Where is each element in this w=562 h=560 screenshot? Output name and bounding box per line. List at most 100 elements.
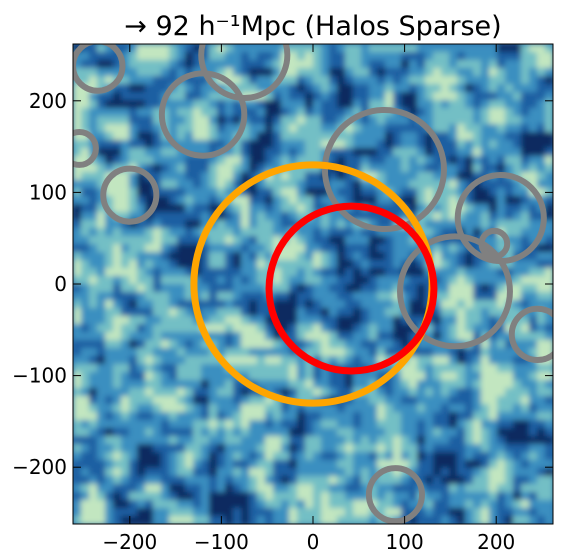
heatmap-cell xyxy=(465,260,474,269)
heatmap-cell xyxy=(257,148,266,157)
heatmap-cell xyxy=(281,276,290,285)
heatmap-cell xyxy=(161,436,170,445)
heatmap-cell xyxy=(73,356,82,365)
heatmap-cell xyxy=(193,484,202,493)
heatmap-cell xyxy=(289,484,298,493)
heatmap-cell xyxy=(433,308,442,317)
heatmap-cell xyxy=(449,204,458,213)
heatmap-cell xyxy=(353,212,362,221)
heatmap-cell xyxy=(313,124,322,133)
heatmap-cell xyxy=(281,380,290,389)
heatmap-cell xyxy=(233,308,242,317)
heatmap-cell xyxy=(289,380,298,389)
heatmap-cell xyxy=(113,108,122,117)
heatmap-cell xyxy=(337,452,346,461)
heatmap-cell xyxy=(313,460,322,469)
heatmap-cell xyxy=(369,172,378,181)
heatmap-cell xyxy=(449,140,458,149)
heatmap-cell xyxy=(441,140,450,149)
heatmap-cell xyxy=(321,44,330,53)
heatmap-cell xyxy=(417,84,426,93)
heatmap-cell xyxy=(217,220,226,229)
heatmap-cell xyxy=(273,148,282,157)
heatmap-cell xyxy=(217,380,226,389)
heatmap-cell xyxy=(129,92,138,101)
heatmap-cell xyxy=(105,420,114,429)
heatmap-cell xyxy=(513,452,522,461)
heatmap-cell xyxy=(313,476,322,485)
heatmap-cell xyxy=(113,276,122,285)
heatmap-cell xyxy=(161,380,170,389)
heatmap-cell xyxy=(217,284,226,293)
heatmap-cell xyxy=(169,276,178,285)
heatmap-cell xyxy=(129,316,138,325)
heatmap-cell xyxy=(449,172,458,181)
heatmap-cell xyxy=(545,156,553,165)
heatmap-cell xyxy=(521,292,530,301)
heatmap-cell xyxy=(161,356,170,365)
heatmap-cell xyxy=(345,412,354,421)
heatmap-cell xyxy=(289,292,298,301)
heatmap-cell xyxy=(337,60,346,69)
heatmap-cell xyxy=(89,252,98,261)
heatmap-cell xyxy=(337,484,346,493)
heatmap-cell xyxy=(401,76,410,85)
heatmap-cell xyxy=(73,332,82,341)
heatmap-cell xyxy=(233,276,242,285)
heatmap-cell xyxy=(209,156,218,165)
heatmap-cell xyxy=(97,380,106,389)
heatmap-cell xyxy=(185,68,194,77)
heatmap-cell xyxy=(409,132,418,141)
heatmap-cell xyxy=(161,308,170,317)
heatmap-cell xyxy=(449,508,458,517)
heatmap-cell xyxy=(425,396,434,405)
heatmap-cell xyxy=(209,476,218,485)
heatmap-cell xyxy=(193,196,202,205)
heatmap-cell xyxy=(465,140,474,149)
heatmap-cell xyxy=(513,356,522,365)
heatmap-cell xyxy=(249,84,258,93)
heatmap-cell xyxy=(417,412,426,421)
heatmap-cell xyxy=(273,428,282,437)
heatmap-cell xyxy=(377,196,386,205)
heatmap-cell xyxy=(425,404,434,413)
heatmap-cell xyxy=(89,68,98,77)
heatmap-cell xyxy=(161,404,170,413)
heatmap-cell xyxy=(497,492,506,501)
heatmap-cell xyxy=(361,228,370,237)
heatmap-cell xyxy=(441,308,450,317)
heatmap-cell xyxy=(121,68,130,77)
heatmap-cell xyxy=(177,332,186,341)
heatmap-cell xyxy=(265,468,274,477)
heatmap-cell xyxy=(161,388,170,397)
heatmap-cell xyxy=(81,324,90,333)
x-tick-label: 100 xyxy=(386,530,424,554)
heatmap-cell xyxy=(361,116,370,125)
heatmap-cell xyxy=(369,484,378,493)
heatmap-cell xyxy=(481,44,490,53)
heatmap-cell xyxy=(105,396,114,405)
heatmap-cell xyxy=(441,84,450,93)
heatmap-cell xyxy=(209,404,218,413)
heatmap-cell xyxy=(201,212,210,221)
heatmap-cell xyxy=(73,228,82,237)
heatmap-cell xyxy=(241,204,250,213)
heatmap-cell xyxy=(137,420,146,429)
heatmap-cell xyxy=(129,468,138,477)
heatmap-cell xyxy=(89,92,98,101)
heatmap-cell xyxy=(321,444,330,453)
heatmap-cell xyxy=(281,436,290,445)
heatmap-cell xyxy=(297,484,306,493)
heatmap-cell xyxy=(513,500,522,509)
heatmap-cell xyxy=(329,260,338,269)
heatmap-cell xyxy=(529,492,538,501)
heatmap-cell xyxy=(97,140,106,149)
heatmap-cell xyxy=(401,380,410,389)
heatmap-cell xyxy=(345,132,354,141)
heatmap-cell xyxy=(113,388,122,397)
heatmap-cell xyxy=(433,204,442,213)
heatmap-cell xyxy=(225,108,234,117)
heatmap-cell xyxy=(185,444,194,453)
heatmap-cell xyxy=(297,364,306,373)
heatmap-cell xyxy=(465,324,474,333)
